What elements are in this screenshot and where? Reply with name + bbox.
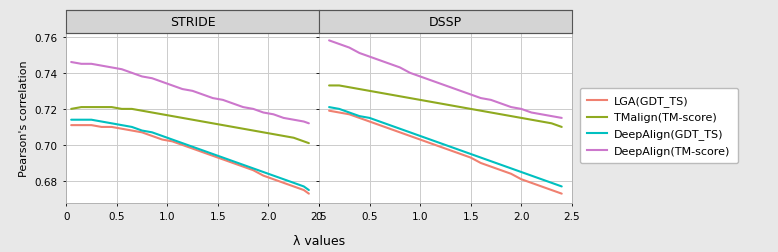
Legend: LGA(GDT_TS), TMalign(TM-score), DeepAlign(GDT_TS), DeepAlign(TM-score): LGA(GDT_TS), TMalign(TM-score), DeepAlig… — [580, 88, 738, 164]
Text: STRIDE: STRIDE — [170, 16, 216, 29]
Text: λ values: λ values — [293, 234, 345, 247]
Y-axis label: Pearson's correlation: Pearson's correlation — [19, 60, 29, 176]
Text: DSSP: DSSP — [429, 16, 462, 29]
